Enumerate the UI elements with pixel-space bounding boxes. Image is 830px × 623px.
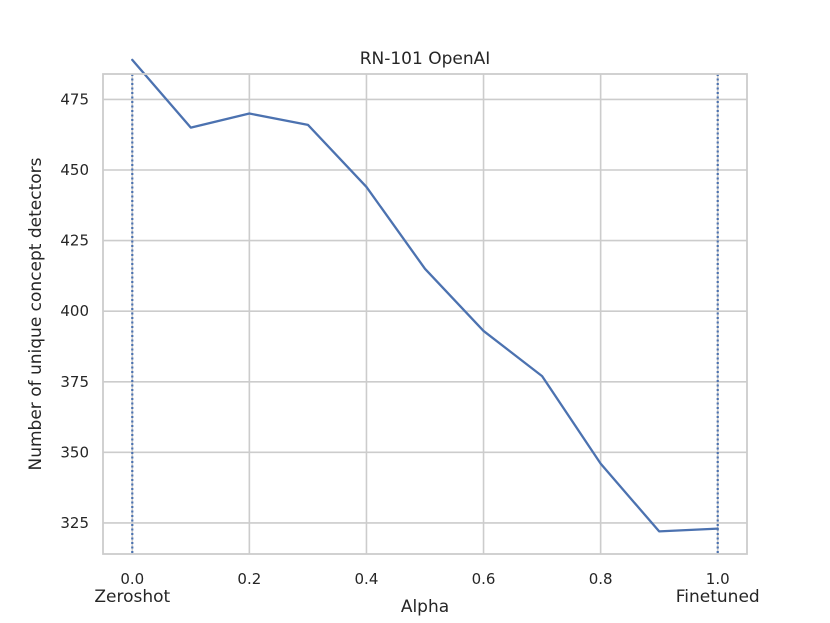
y-tick-label: 475 <box>60 90 89 108</box>
plot-frame <box>102 73 748 555</box>
y-tick-label: 375 <box>60 373 89 391</box>
y-tick-label: 425 <box>60 232 89 250</box>
y-tick-labels: 325 350 375 400 425 450 475 <box>60 90 89 532</box>
x-tick-label: 1.0 <box>706 570 730 588</box>
y-axis-label: Number of unique concept detectors <box>26 157 46 470</box>
series-line <box>131 58 719 533</box>
x-tick-label: 0.6 <box>472 570 496 588</box>
grid <box>103 74 747 554</box>
series-group <box>131 58 719 533</box>
reference-lines <box>131 74 719 554</box>
reference-line-label: Zeroshot <box>94 587 170 607</box>
y-tick-label: 325 <box>60 514 89 532</box>
reference-line-label: Finetuned <box>676 587 760 607</box>
reference-line-labels: Zeroshot Finetuned <box>94 587 759 607</box>
x-tick-label: 0.4 <box>355 570 379 588</box>
y-tick-label: 350 <box>60 443 89 461</box>
x-tick-label: 0.8 <box>589 570 613 588</box>
y-tick-label: 400 <box>60 302 89 320</box>
y-tick-label: 450 <box>60 161 89 179</box>
x-tick-label: 0.2 <box>237 570 261 588</box>
x-tick-label: 0.0 <box>120 570 144 588</box>
x-tick-labels: 0.0 0.2 0.4 0.6 0.8 1.0 <box>120 570 729 588</box>
x-axis-label: Alpha <box>401 597 449 617</box>
chart-title: RN-101 OpenAI <box>360 49 491 69</box>
